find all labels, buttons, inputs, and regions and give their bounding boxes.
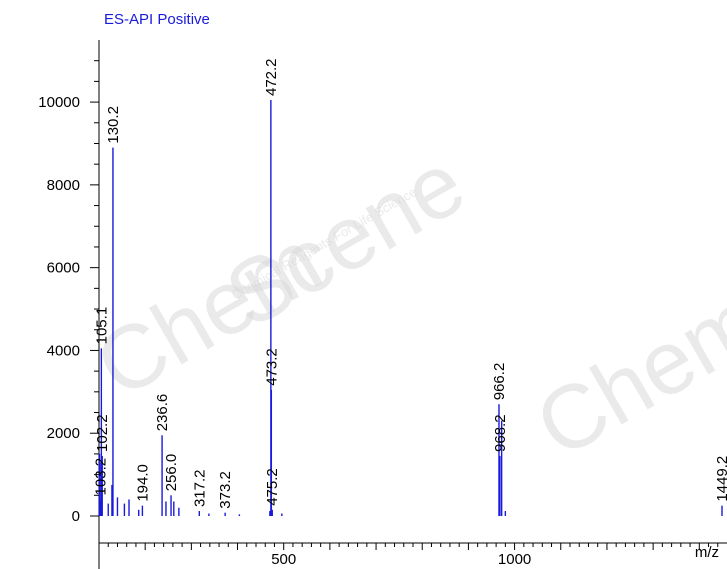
peak-label: 236.6 [154,394,171,432]
peak-labels: 103.2 105.1 102.2 130.2 194.0 236.6 256.0 317.2… [92,58,727,508]
watermark-chem-right: Chem [520,271,727,478]
peak-label: 472.2 [263,58,280,96]
peak-label: 130.2 [105,106,122,144]
y-tick-label: 2000 [47,425,80,442]
x-tick-label: 1000 [498,551,531,568]
x-axis-ticks: 500 1000 [98,543,719,568]
peak-bars [98,100,723,516]
y-axis-ticks: 0 2000 4000 6000 8000 10000 [38,60,99,525]
x-axis-label: m/z [695,544,719,561]
peak-label: 317.2 [191,469,208,507]
peak-label: 194.0 [134,464,151,502]
peak-label: 968.2 [492,414,509,452]
peak-label: 475.2 [264,468,281,506]
watermark: Chem Scene Chemical Reagents For Life Sc… [80,133,727,477]
y-tick-label: 4000 [47,342,80,359]
y-tick-label: 8000 [47,177,80,194]
y-tick-label: 6000 [47,260,80,277]
peak-label: 473.2 [263,348,280,386]
peak-label: 256.0 [163,454,180,492]
chart-title: ES-API Positive [104,11,210,28]
y-tick-label: 0 [72,508,80,525]
y-tick-label: 10000 [38,94,80,111]
peak-label: 105.1 [93,307,110,345]
peak-label: 102.2 [94,414,111,452]
watermark-scene: Scene [210,133,481,347]
x-tick-label: 500 [271,551,296,568]
peak-label: 1449.2 [714,456,727,502]
peak-label: 103.2 [92,458,109,496]
peak-label: 373.2 [217,471,234,509]
peak-label: 966.2 [491,363,508,401]
